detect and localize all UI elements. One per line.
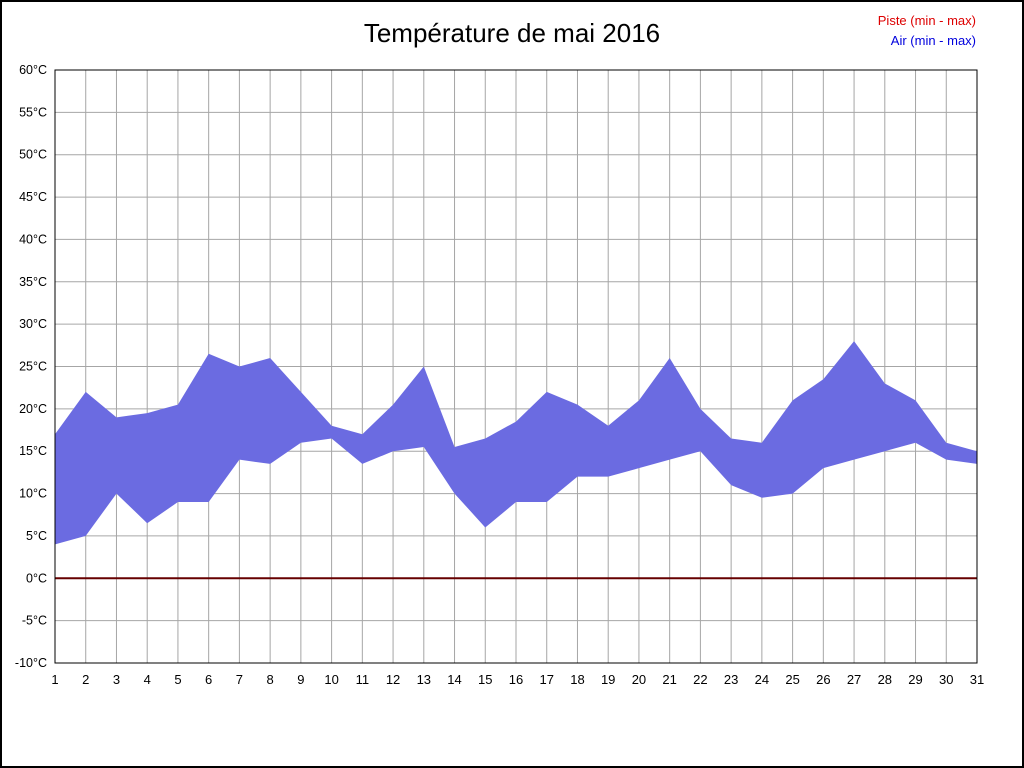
y-tick-label: 0°C: [26, 571, 47, 585]
x-tick-label: 17: [539, 672, 553, 687]
x-tick-label: 1: [51, 672, 58, 687]
x-tick-label: 15: [478, 672, 492, 687]
x-tick-label: 11: [356, 672, 370, 687]
y-tick-label: 10°C: [19, 487, 47, 501]
x-tick-label: 2: [82, 672, 89, 687]
x-tick-label: 6: [205, 672, 212, 687]
y-tick-label: 55°C: [19, 105, 47, 119]
y-tick-label: 35°C: [19, 275, 47, 289]
y-tick-label: -10°C: [15, 656, 47, 670]
y-tick-label: 40°C: [19, 232, 47, 246]
x-tick-label: 27: [847, 672, 861, 687]
x-tick-label: 3: [113, 672, 120, 687]
x-tick-label: 19: [601, 672, 615, 687]
x-tick-label: 9: [297, 672, 304, 687]
x-tick-label: 26: [816, 672, 830, 687]
plot-border: [54, 69, 978, 664]
x-tick-label: 13: [417, 672, 431, 687]
y-tick-label: 15°C: [19, 444, 47, 458]
x-tick-label: 18: [570, 672, 584, 687]
x-tick-label: 31: [970, 672, 984, 687]
x-tick-label: 16: [509, 672, 523, 687]
x-tick-label: 5: [174, 672, 181, 687]
legend-item-piste: Piste (min - max): [877, 13, 976, 28]
y-tick-label: -5°C: [22, 614, 47, 628]
x-tick-label: 7: [236, 672, 243, 687]
x-tick-label: 10: [324, 672, 338, 687]
air-minmax-band: [55, 341, 977, 545]
x-tick-label: 4: [144, 672, 151, 687]
x-tick-label: 30: [939, 672, 953, 687]
x-tick-label: 24: [755, 672, 769, 687]
x-tick-label: 12: [386, 672, 400, 687]
chart-legend: Piste (min - max) Air (min - max): [878, 11, 976, 51]
y-tick-label: 60°C: [19, 63, 47, 77]
y-tick-label: 45°C: [19, 190, 47, 204]
x-tick-label: 8: [267, 672, 274, 687]
x-tick-label: 22: [693, 672, 707, 687]
legend-item-air: Air (min - max): [890, 33, 976, 48]
y-tick-label: 50°C: [19, 148, 47, 162]
x-tick-label: 14: [447, 672, 461, 687]
x-tick-label: 29: [908, 672, 922, 687]
x-tick-label: 28: [878, 672, 892, 687]
y-tick-label: 30°C: [19, 317, 47, 331]
y-tick-label: 20°C: [19, 402, 47, 416]
y-tick-label: 5°C: [26, 529, 47, 543]
x-tick-label: 21: [662, 672, 676, 687]
chart-title: Température de mai 2016: [363, 18, 661, 48]
x-tick-label: 25: [785, 672, 799, 687]
x-tick-label: 20: [632, 672, 646, 687]
y-tick-label: 25°C: [19, 360, 47, 374]
x-tick-label: 23: [724, 672, 738, 687]
